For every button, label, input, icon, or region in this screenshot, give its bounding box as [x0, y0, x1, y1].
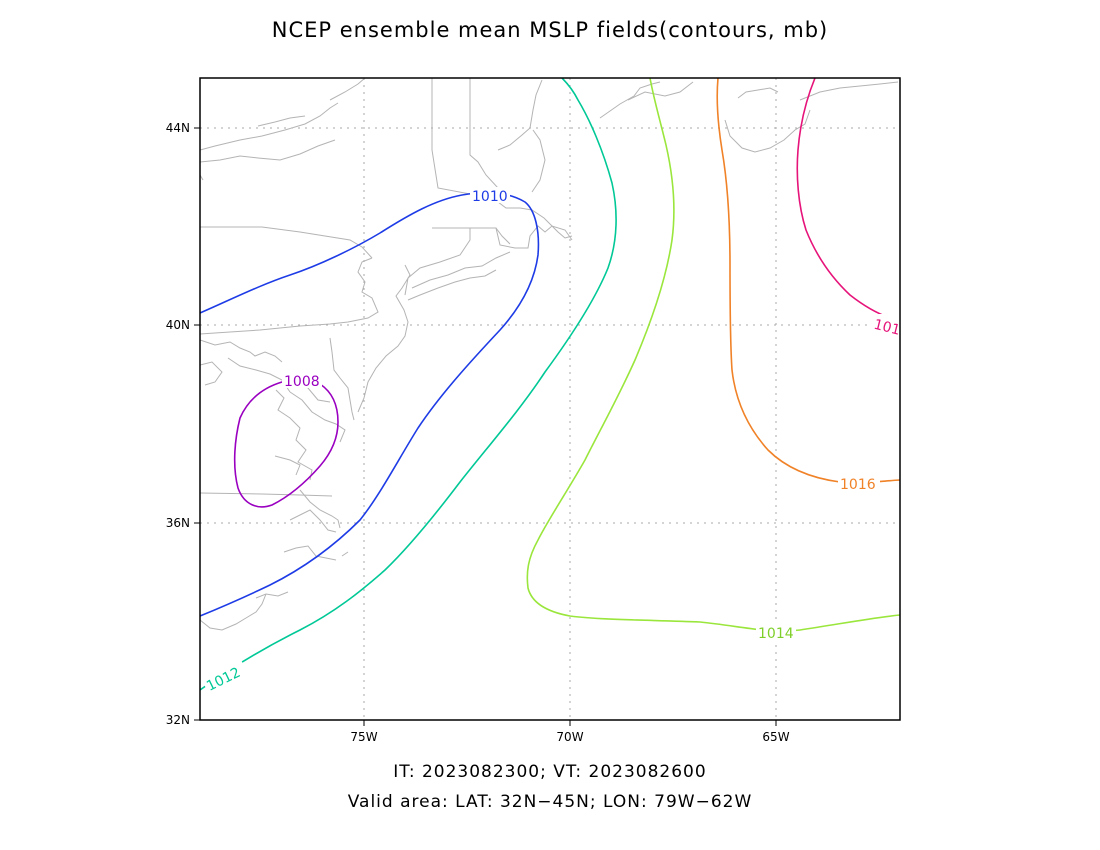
- longitude-labels: 75W 70W 65W: [350, 730, 789, 744]
- plot-frame: [199, 77, 901, 721]
- contour-1012: [200, 78, 617, 691]
- lat-label-44: 44N: [166, 121, 190, 135]
- contour-label-101: 101: [872, 317, 902, 339]
- lat-label-40: 40N: [166, 318, 190, 332]
- contour-1018: [796, 78, 900, 323]
- contour-labels: 1008 1010 1012 1014 1016 101: [195, 187, 902, 695]
- map-title: NCEP ensemble mean MSLP fields(contours,…: [271, 18, 829, 42]
- contour-label-1016: 1016: [840, 477, 876, 493]
- contour-1008: [233, 378, 339, 508]
- latitude-labels: 44N 40N 36N 32N: [166, 121, 190, 727]
- mslp-contours: [200, 78, 900, 691]
- coastlines: [200, 78, 899, 631]
- axis-ticks: [194, 127, 777, 726]
- lon-label-70: 70W: [556, 730, 583, 744]
- contour-label-1008: 1008: [284, 374, 320, 390]
- lat-label-36: 36N: [166, 516, 190, 530]
- lat-label-32: 32N: [166, 713, 190, 727]
- valid-area: Valid area: LAT: 32N−45N; LON: 79W−62W: [347, 792, 753, 812]
- contour-label-1014: 1014: [758, 626, 794, 642]
- contour-1010: [200, 191, 540, 617]
- contour-1014: [526, 78, 900, 632]
- contour-1016: [716, 78, 900, 484]
- lon-label-65: 65W: [762, 730, 789, 744]
- contour-label-1010: 1010: [472, 189, 508, 205]
- graticule: [200, 78, 900, 720]
- lon-label-75: 75W: [350, 730, 377, 744]
- forecast-times: IT: 2023082300; VT: 2023082600: [393, 762, 707, 782]
